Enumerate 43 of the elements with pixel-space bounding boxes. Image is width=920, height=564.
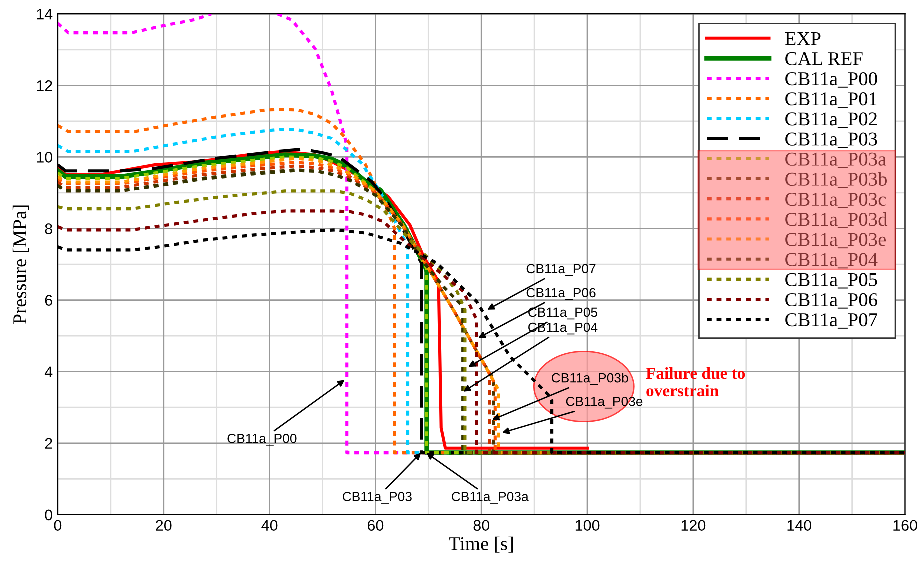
annotation: CB11a_P03a <box>452 492 529 504</box>
legend-label: CB11a_P03b <box>786 172 888 188</box>
annotation: CB11a_P05 <box>528 308 598 320</box>
legend-label: CB11a_P03d <box>786 212 888 228</box>
legend-label: CB11a_P04 <box>786 253 878 269</box>
x-tick-label: 60 <box>368 520 384 532</box>
legend-label: CB11a_P01 <box>786 92 877 108</box>
y-tick-label: 10 <box>37 152 53 163</box>
legend-label: EXP <box>785 32 821 46</box>
legend-label: CB11a_P02 <box>786 112 877 128</box>
legend-label: CAL REF <box>786 52 863 66</box>
legend-label: CB11a_P05 <box>786 273 878 289</box>
y-axis-title: Pressure [MPa] <box>12 206 30 324</box>
annotation: CB11a_P00 <box>228 434 297 446</box>
annotation: CB11a_P03e <box>566 396 643 409</box>
legend-label: CB11a_P07 <box>786 313 878 329</box>
legend-label: CB11a_P06 <box>786 293 878 309</box>
annotation: Failure due to overstrain <box>646 367 746 397</box>
x-axis-title: Time [s] <box>449 536 514 553</box>
x-tick-label: 160 <box>894 520 918 532</box>
y-tick-label: 4 <box>44 366 53 378</box>
legend-label: CB11a_P03a <box>786 152 886 168</box>
y-tick-label: 6 <box>45 295 52 306</box>
x-tick-label: 0 <box>54 520 62 532</box>
y-tick-label: 12 <box>37 80 52 92</box>
y-tick-label: 0 <box>45 510 52 521</box>
legend-label: CB11a_P00 <box>786 72 878 88</box>
legend-label: CB11a_P03 <box>786 132 878 148</box>
x-tick-label: 140 <box>788 520 812 532</box>
y-tick-label: 2 <box>45 438 52 449</box>
annotation: CB11a_P03b <box>552 373 628 386</box>
x-tick-label: 20 <box>156 520 172 532</box>
x-tick-label: 120 <box>682 520 706 532</box>
x-tick-label: 100 <box>576 520 600 532</box>
annotation: CB11a_P07 <box>526 264 596 276</box>
x-tick-label: 40 <box>262 520 278 532</box>
legend-label: CB11a_P03c <box>786 192 886 208</box>
annotation: CB11a_P03 <box>342 492 412 504</box>
x-tick-label: 80 <box>474 520 490 532</box>
legend-label: CB11a_P03e <box>786 233 886 249</box>
y-tick-label: 8 <box>45 224 52 234</box>
y-tick-label: 14 <box>37 9 53 20</box>
annotation: CB11a_P06 <box>526 288 596 300</box>
